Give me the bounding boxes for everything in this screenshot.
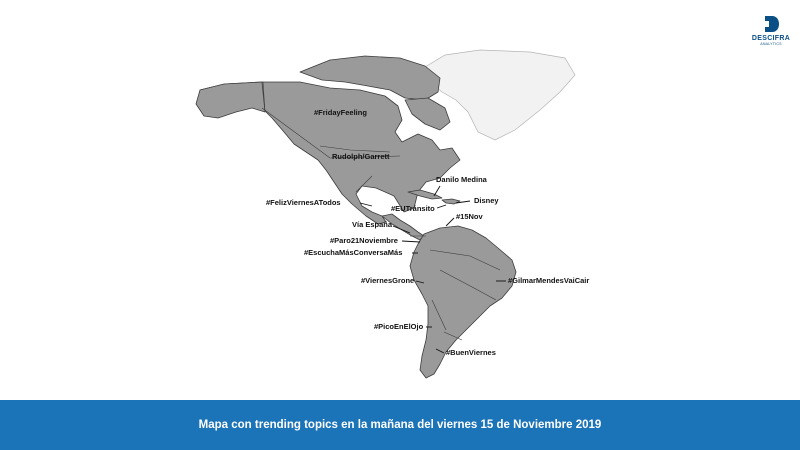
americas-map: #FridayFeeling Rudolph/Garrett Danilo Me… bbox=[195, 49, 589, 379]
arrow-buen-viernes bbox=[435, 348, 445, 354]
cuba-shape bbox=[407, 189, 443, 200]
south-america-shape bbox=[409, 225, 517, 379]
label-gilmar: #GilmarMendesVaiCair bbox=[508, 276, 589, 285]
label-viernes-grone: #ViernesGrone bbox=[361, 276, 414, 285]
label-disney: Disney bbox=[474, 196, 499, 205]
label-rudolph-garrett: Rudolph/Garrett bbox=[332, 152, 390, 161]
label-feliz-viernes: #FelizViernesATodos bbox=[266, 198, 341, 207]
brand-logo: DESCIFRA ANALYTICS bbox=[748, 14, 794, 54]
arrow-eu-transito bbox=[436, 204, 447, 209]
arrow-via-espana bbox=[392, 225, 411, 234]
label-danilo-medina: Danilo Medina bbox=[436, 175, 488, 184]
arrow-disney bbox=[455, 200, 471, 204]
arrow-viernes-grone bbox=[415, 280, 425, 284]
label-pico-ojo: #PicoEnElOjo bbox=[374, 322, 424, 331]
arrow-danilo-medina bbox=[433, 185, 441, 197]
caption-bar: Mapa con trending topics en la mañana de… bbox=[0, 400, 800, 450]
arrow-paro-21 bbox=[401, 240, 421, 243]
label-friday-feeling: #FridayFeeling bbox=[314, 108, 367, 117]
label-paro-21: #Paro21Noviembre bbox=[330, 236, 398, 245]
alaska-shape bbox=[195, 81, 266, 119]
label-buen-viernes: #BuenViernes bbox=[446, 348, 496, 357]
arrow-feliz-viernes bbox=[359, 202, 373, 207]
label-escucha: #EscuchaMásConversaMás bbox=[304, 248, 402, 257]
baffin-island-shape bbox=[404, 97, 451, 131]
label-via-espana: Vía España bbox=[352, 220, 393, 229]
brand-d-icon bbox=[765, 16, 779, 32]
north-america-shape bbox=[199, 81, 461, 225]
label-eu-transito: #EUTránsito bbox=[391, 204, 435, 213]
brand-name: DESCIFRA bbox=[751, 35, 791, 42]
brand-tagline: ANALYTICS bbox=[760, 42, 782, 46]
arrow-15nov bbox=[445, 217, 455, 227]
greenland-shape bbox=[419, 49, 576, 141]
caption-text: Mapa con trending topics en la mañana de… bbox=[198, 419, 602, 431]
border-lines bbox=[261, 81, 501, 341]
arctic-islands-shape bbox=[299, 55, 441, 101]
label-15nov: #15Nov bbox=[456, 212, 484, 221]
